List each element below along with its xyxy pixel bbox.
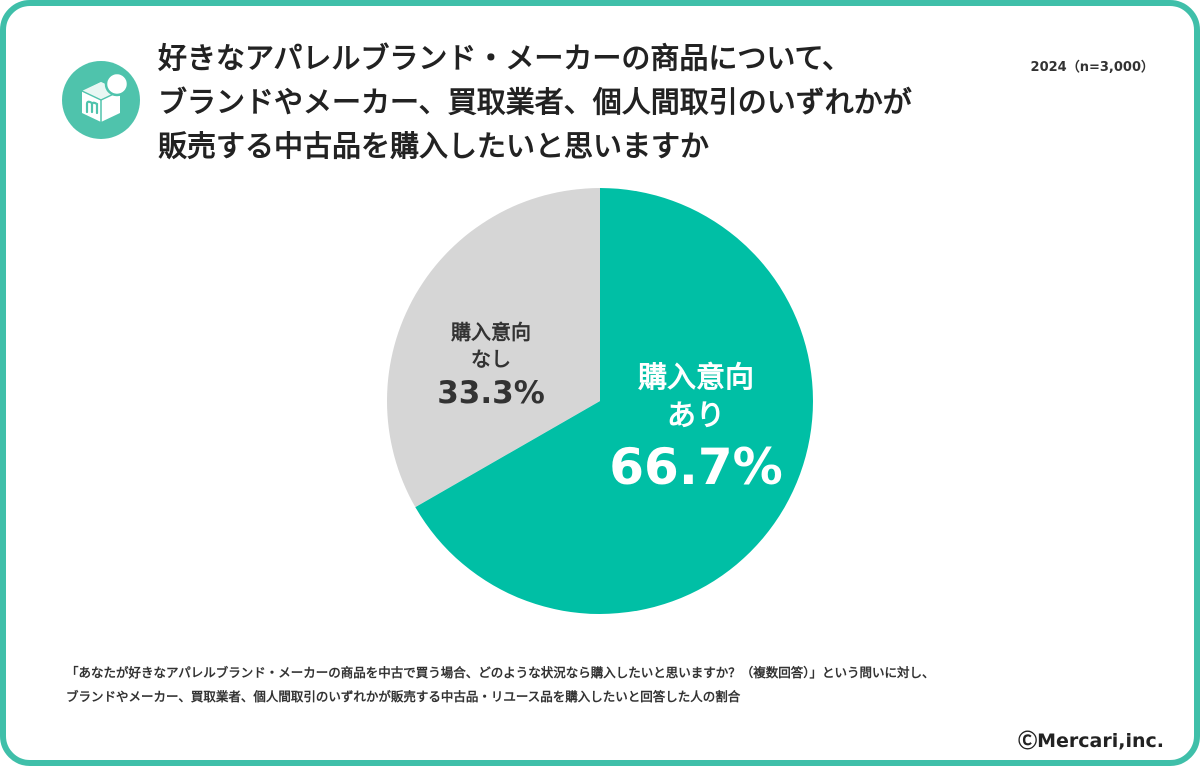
title-line-3: 販売する中古品を購入したいと思いますか xyxy=(158,129,710,163)
title-line-2: ブランドやメーカー、買取業者、個人間取引のいずれかが xyxy=(158,85,912,119)
pie-chart xyxy=(387,187,813,614)
slice-label-no-line2: なし xyxy=(471,347,511,371)
pie-slice-yes xyxy=(415,188,813,614)
footnote: 「あなたが好きなアパレルブランド・メーカーの商品を中古で買う場合、どのような状況… xyxy=(66,661,935,709)
slice-label-no: 購入意向 なし 33.3% xyxy=(411,319,571,413)
copyright: ⒸMercari,inc. xyxy=(1018,730,1164,752)
title-line-1: 好きなアパレルブランド・メーカーの商品について、 xyxy=(158,41,852,75)
footnote-line-2: ブランドやメーカー、買取業者、個人間取引のいずれかが販売する中古品・リユース品を… xyxy=(66,689,741,704)
mercari-logo-icon xyxy=(62,61,140,139)
pie-slice-no xyxy=(387,187,600,508)
slice-label-no-line1: 購入意向 xyxy=(451,320,531,344)
slice-value-no: 33.3% xyxy=(437,375,545,411)
slice-label-yes-line1: 購入意向 xyxy=(637,360,754,394)
slice-value-yes: 66.7% xyxy=(609,438,783,496)
slice-label-yes: 購入意向 あり 66.7% xyxy=(586,358,806,500)
footnote-line-1: 「あなたが好きなアパレルブランド・メーカーの商品を中古で買う場合、どのような状況… xyxy=(66,665,935,680)
slice-label-yes-line2: あり xyxy=(666,398,725,432)
chart-title: 好きなアパレルブランド・メーカーの商品について、 ブランドやメーカー、買取業者、… xyxy=(158,36,1008,168)
sample-size-note: 2024（n=3,000） xyxy=(1030,60,1154,75)
